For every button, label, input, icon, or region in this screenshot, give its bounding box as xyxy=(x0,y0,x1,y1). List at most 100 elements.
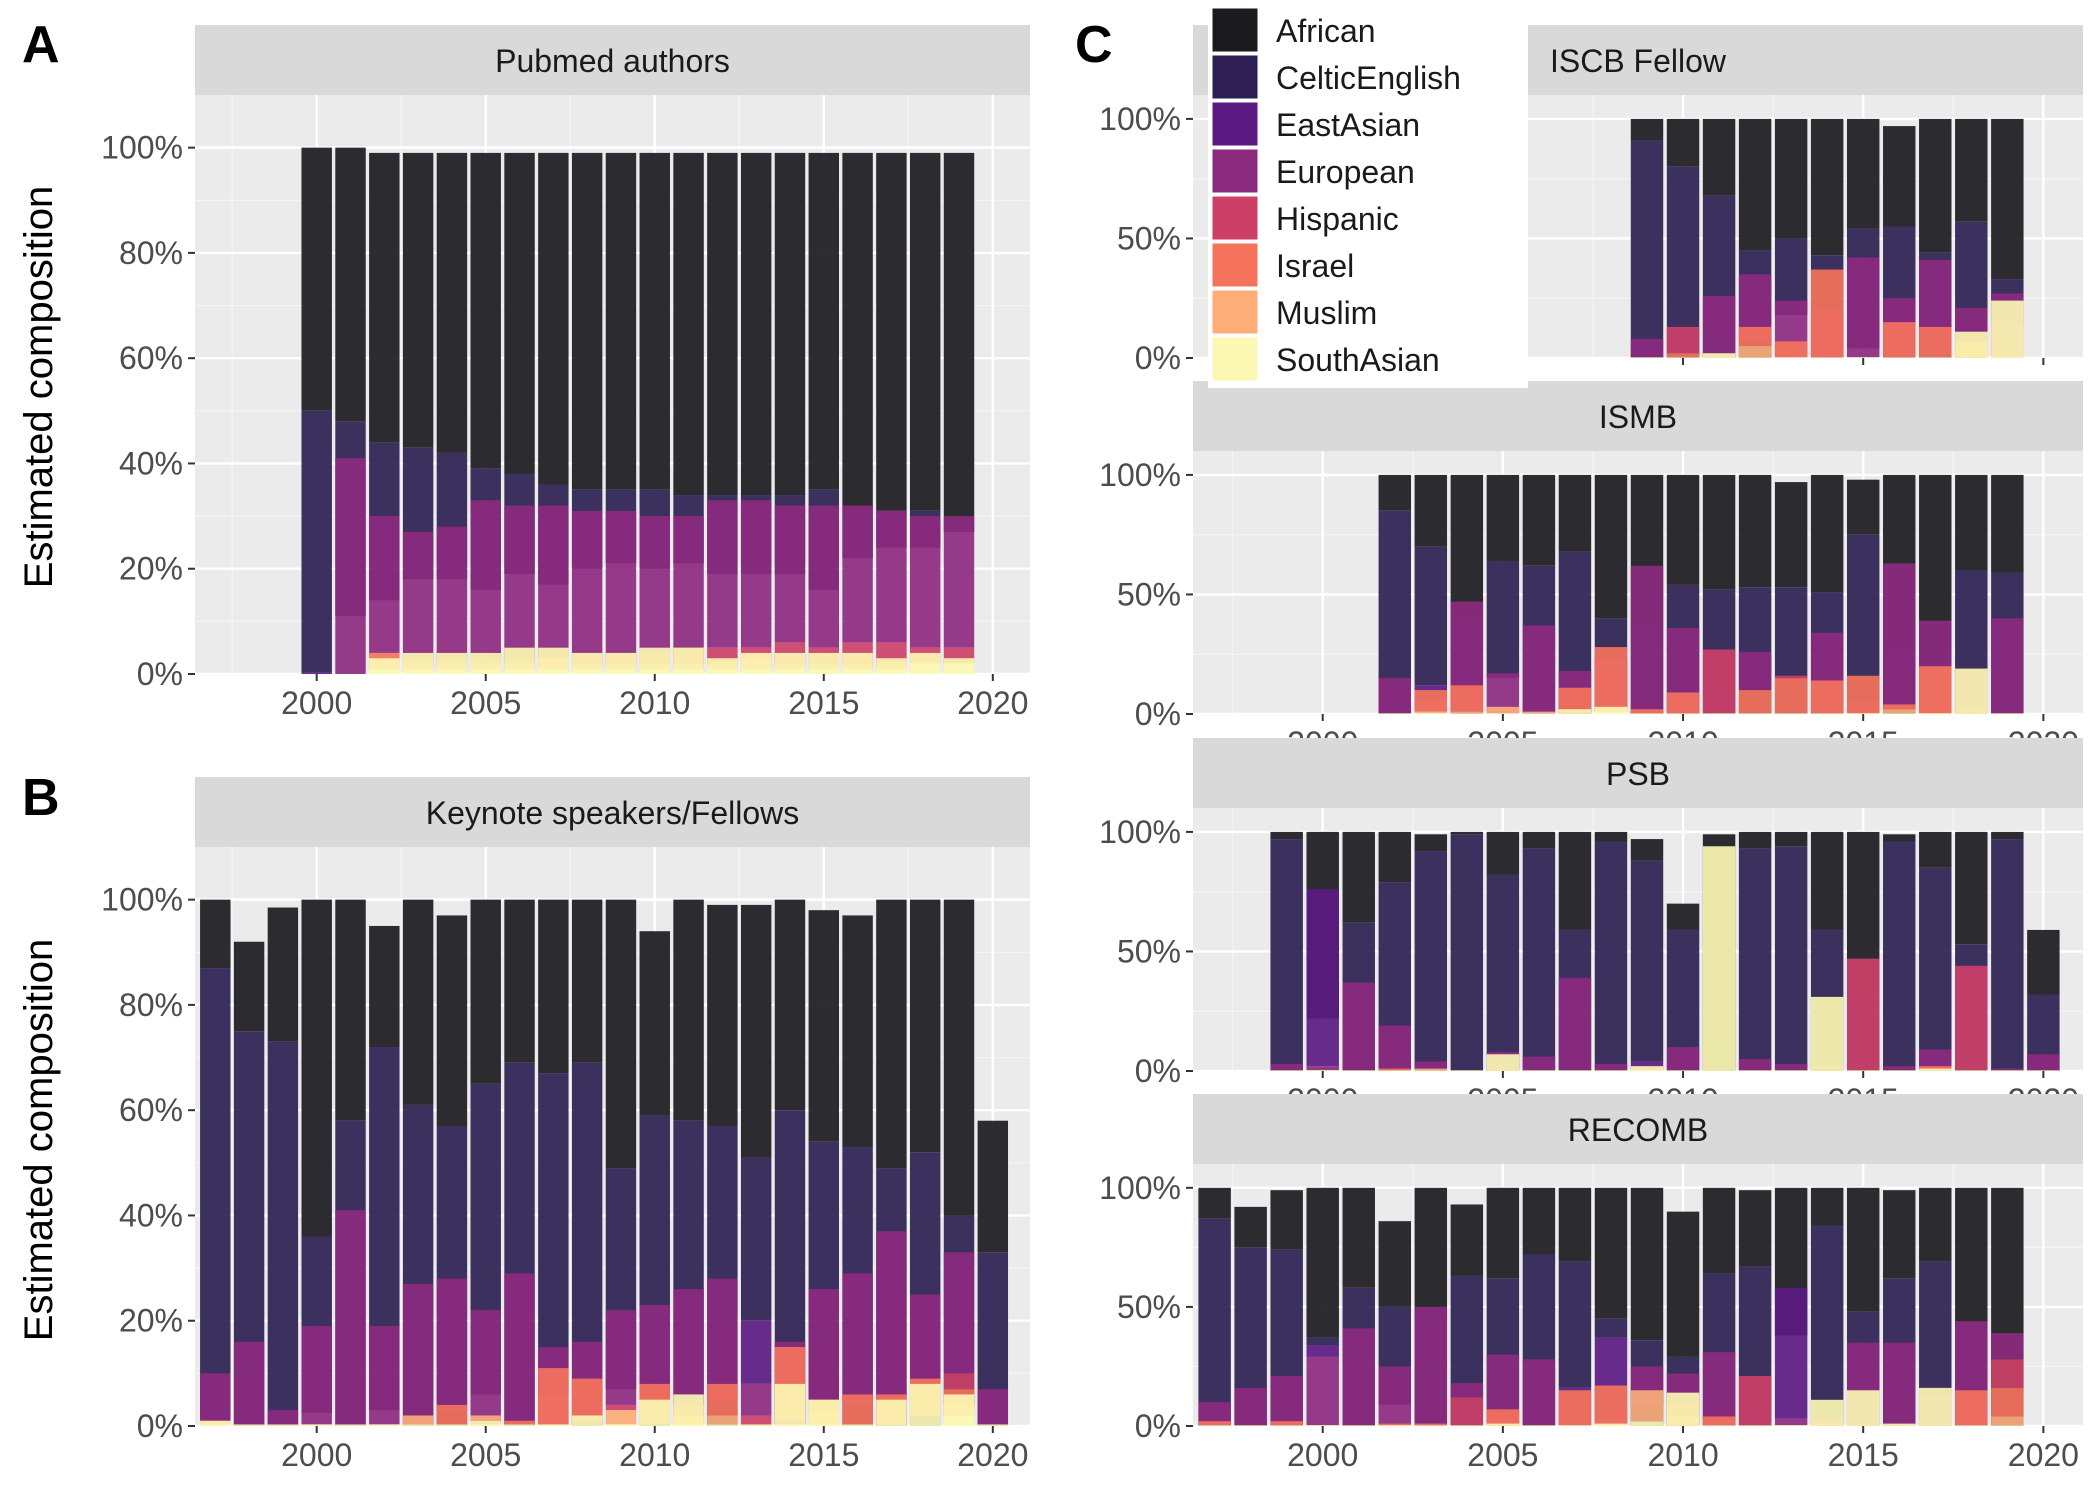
bar-segment xyxy=(842,1424,873,1426)
bar-segment xyxy=(1630,338,1664,358)
bar-segment xyxy=(1738,1375,1772,1426)
bar-segment xyxy=(1630,839,1664,861)
bar-segment xyxy=(1702,713,1736,714)
bar-segment xyxy=(1991,474,2024,573)
bar-segment xyxy=(1846,257,1880,358)
bar-segment xyxy=(1630,1066,1664,1071)
bar-segment xyxy=(1234,1425,1267,1426)
bar-segment xyxy=(673,516,704,648)
y-tick-label: 100% xyxy=(101,130,183,166)
x-tick-label: 2020 xyxy=(957,1437,1028,1473)
legend-key xyxy=(1211,242,1259,288)
bar-segment xyxy=(1919,1068,1952,1071)
bar-segment xyxy=(1306,1066,1339,1071)
bar-segment xyxy=(1558,831,1592,930)
bar-segment xyxy=(1594,1318,1628,1338)
bar-segment xyxy=(774,1383,806,1426)
bar-segment xyxy=(1306,1356,1339,1426)
bar-segment xyxy=(1991,1070,2024,1071)
bar-segment xyxy=(1810,1187,1844,1226)
bar-segment xyxy=(1774,1070,1808,1071)
bar-segment xyxy=(1378,474,1411,511)
bar-segment xyxy=(233,941,265,1032)
bar-segment xyxy=(673,152,704,496)
bar-segment xyxy=(1883,834,1916,842)
bar-segment xyxy=(1702,1352,1736,1426)
bar-segment xyxy=(1955,474,1988,571)
x-tick-label: 2010 xyxy=(1647,1437,1718,1473)
bar-segment xyxy=(707,152,738,496)
bar-segment xyxy=(200,899,231,969)
bar-segment xyxy=(1774,713,1808,714)
bar-segment xyxy=(1846,713,1880,714)
bar-segment xyxy=(740,152,772,496)
bar-segment xyxy=(943,899,975,1216)
bar-segment xyxy=(1666,166,1700,358)
bar-segment xyxy=(1630,357,1664,358)
bar-segment xyxy=(1630,1421,1664,1426)
facet-strip xyxy=(195,25,1030,95)
bar-segment xyxy=(504,152,535,474)
bar-segment xyxy=(436,652,468,674)
bar-segment xyxy=(2027,1070,2060,1071)
bar-segment xyxy=(639,152,670,490)
bar-segment xyxy=(1666,903,1700,930)
y-tick-label: 0% xyxy=(137,1408,183,1444)
bar-segment xyxy=(1738,357,1772,358)
x-tick-label: 2015 xyxy=(788,1437,859,1473)
bar-segment xyxy=(1378,1070,1411,1071)
bar-segment xyxy=(1414,546,1448,686)
bar-segment xyxy=(639,647,670,674)
bar-segment xyxy=(1486,874,1520,1071)
bar-segment xyxy=(1522,474,1556,566)
panel-letter-a: A xyxy=(22,16,60,74)
bar-segment xyxy=(1414,1070,1448,1071)
bar-segment xyxy=(707,1278,738,1400)
bar-segment xyxy=(1991,713,2024,714)
bar-segment xyxy=(1774,831,1808,847)
bar-segment xyxy=(774,152,806,496)
y-tick-label: 50% xyxy=(1117,1289,1181,1325)
bar-segment xyxy=(1919,713,1952,714)
bar-segment xyxy=(1594,1385,1628,1426)
bar-segment xyxy=(876,658,907,674)
bar-segment xyxy=(504,505,535,659)
bar-segment xyxy=(571,152,603,490)
y-tick-label: 60% xyxy=(119,340,183,376)
bar-segment xyxy=(1919,326,1952,358)
y-tick-label: 60% xyxy=(119,1092,183,1128)
x-tick-label: 2020 xyxy=(2008,1437,2079,1473)
bar-segment xyxy=(1414,713,1448,714)
bar-segment xyxy=(369,152,400,443)
bar-segment xyxy=(605,1424,637,1426)
bar-segment xyxy=(1991,118,2024,280)
bar-segment xyxy=(1450,834,1484,1071)
bar-segment xyxy=(1919,831,1952,868)
facet-title: Pubmed authors xyxy=(495,43,730,79)
facet-strip xyxy=(1193,381,2083,451)
bar-segment xyxy=(876,899,907,1169)
bar-segment xyxy=(402,652,434,674)
bar-segment xyxy=(571,510,603,653)
bar-segment xyxy=(1919,118,1952,253)
bar-segment xyxy=(2027,1054,2060,1071)
bar-segment xyxy=(1702,295,1736,358)
bar-segment xyxy=(1414,690,1448,712)
bar-segment xyxy=(335,458,366,674)
y-tick-label: 40% xyxy=(119,1197,183,1233)
bar-segment xyxy=(1486,713,1520,714)
bar-segment xyxy=(1666,692,1700,714)
bar-segment xyxy=(1594,1063,1628,1071)
bar-segment xyxy=(639,1399,670,1426)
bar-segment xyxy=(740,1383,772,1416)
bar-segment xyxy=(1774,482,1808,588)
bar-segment xyxy=(470,1310,501,1425)
bar-segment xyxy=(1522,1187,1556,1255)
bar-segment xyxy=(1919,1049,1952,1071)
bar-segment xyxy=(1666,1047,1700,1071)
bar-segment xyxy=(571,1378,603,1421)
bar-segment xyxy=(470,652,501,674)
y-tick-label: 100% xyxy=(101,882,183,918)
bar-segment xyxy=(1414,1306,1448,1426)
